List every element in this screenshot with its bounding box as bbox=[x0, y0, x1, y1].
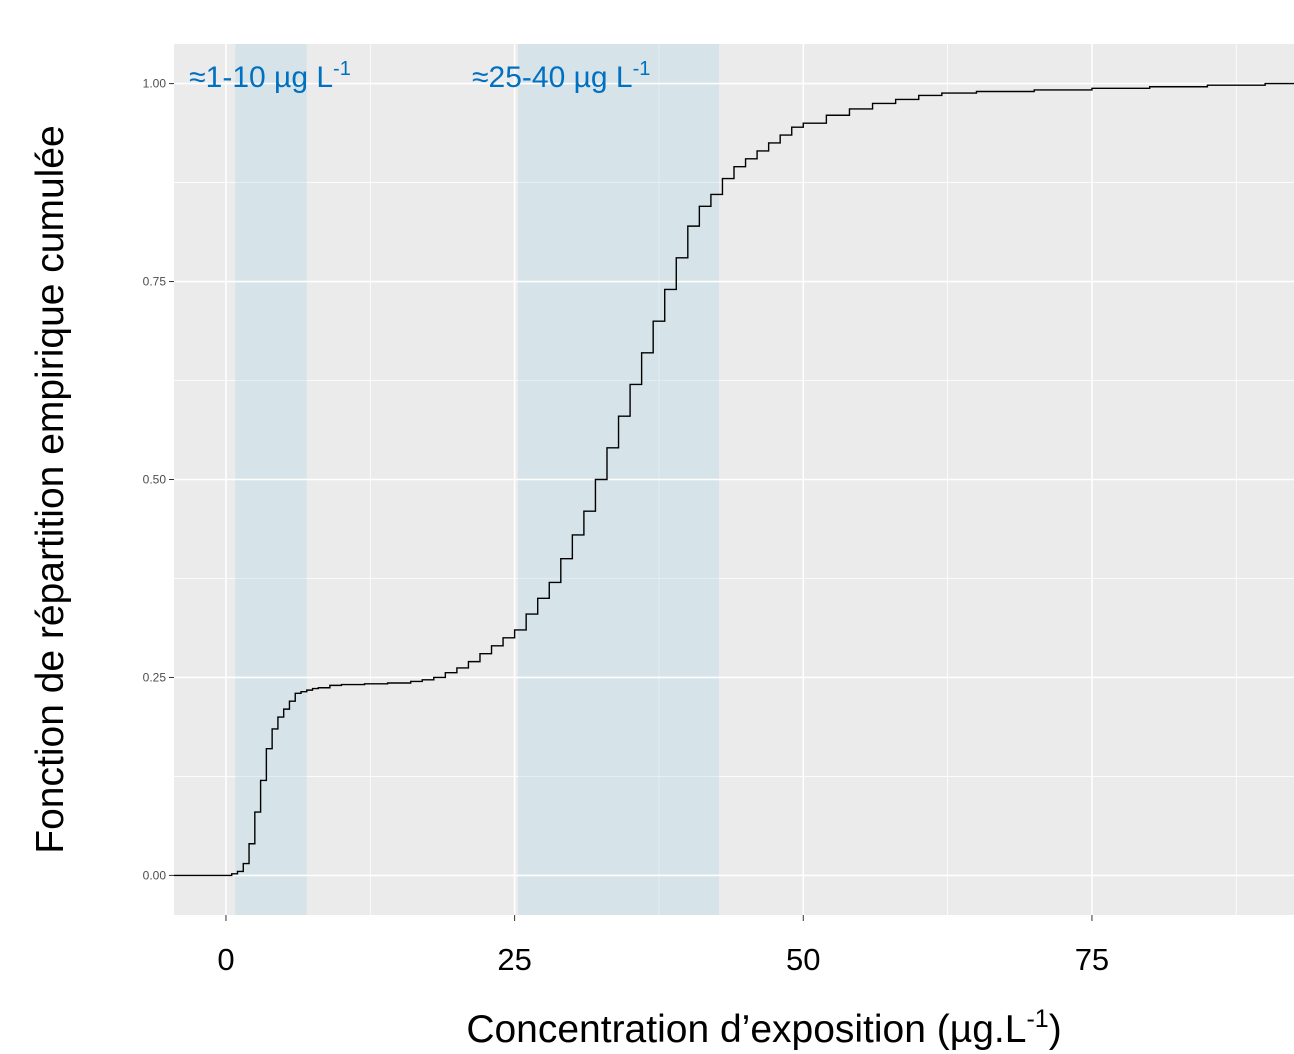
band-label: ≈25-40 µg L-1 bbox=[472, 58, 650, 94]
x-axis-title-superscript: -1 bbox=[1026, 1005, 1048, 1033]
x-tick-label: 75 bbox=[1075, 942, 1109, 977]
y-tick-label: 1.00 bbox=[143, 77, 167, 91]
band-label-main: ≈25-40 µg L bbox=[472, 61, 633, 94]
x-axis-ticks: 0 25 50 75 bbox=[217, 915, 1109, 977]
x-tick-label: 50 bbox=[786, 942, 820, 977]
y-tick-label: 0.25 bbox=[143, 670, 167, 684]
band-label-main: ≈1-10 µg L bbox=[189, 61, 333, 94]
band-label-superscript: -1 bbox=[633, 58, 651, 80]
x-tick-label: 25 bbox=[497, 942, 531, 977]
major-gridlines bbox=[174, 44, 1294, 915]
x-tick-label: 0 bbox=[217, 942, 234, 977]
ecdf-line bbox=[174, 82, 1294, 877]
y-tick-label: 0.50 bbox=[143, 473, 167, 487]
y-tick-label: 0.00 bbox=[143, 868, 167, 882]
band-label-superscript: -1 bbox=[333, 58, 351, 80]
band-labels: ≈1-10 µg L-1 ≈25-40 µg L-1 bbox=[189, 58, 650, 94]
x-axis-title-end: ) bbox=[1049, 1008, 1062, 1051]
y-axis-ticks: 0.00 0.25 0.50 0.75 1.00 bbox=[143, 77, 174, 882]
y-tick-label: 0.75 bbox=[143, 275, 167, 289]
x-axis-title: Concentration d’exposition (µg.L-1) bbox=[466, 1005, 1061, 1051]
y-axis-title: Fonction de répartition empirique cumulé… bbox=[29, 125, 72, 853]
x-axis-title-main: Concentration d’exposition (µg.L bbox=[466, 1008, 1026, 1051]
band-label: ≈1-10 µg L-1 bbox=[189, 58, 351, 94]
